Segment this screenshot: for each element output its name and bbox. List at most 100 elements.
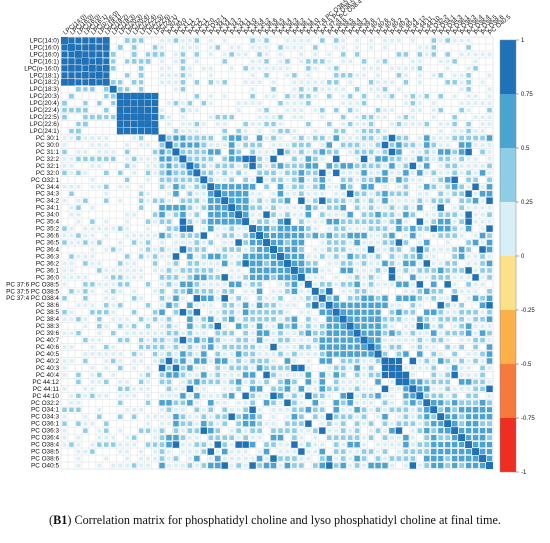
heatmap-cell	[396, 191, 402, 197]
heatmap-cell	[159, 247, 165, 252]
heatmap-cell	[69, 107, 74, 113]
heatmap-cell-bg	[325, 127, 333, 135]
heatmap-cell	[431, 156, 436, 161]
heatmap-cell	[299, 219, 304, 224]
heatmap-cell-bg	[339, 64, 347, 72]
heatmap-cell	[166, 135, 172, 141]
heatmap-cell	[229, 170, 234, 175]
heatmap-cell	[452, 59, 457, 64]
heatmap-cell-bg	[297, 127, 305, 135]
heatmap-cell	[326, 282, 332, 287]
heatmap-cell	[326, 218, 333, 225]
heatmap-cell	[424, 93, 430, 99]
heatmap-cell	[138, 80, 144, 85]
heatmap-cell	[278, 114, 283, 120]
heatmap-cell	[236, 317, 241, 322]
heatmap-cell	[271, 191, 276, 196]
heatmap-cell	[360, 336, 368, 344]
heatmap-cell	[437, 149, 444, 155]
heatmap-cell	[242, 183, 249, 190]
heatmap-cell-bg	[221, 71, 229, 79]
heatmap-cell	[69, 226, 74, 231]
heatmap-cell	[271, 121, 276, 127]
heatmap-cell	[466, 289, 471, 294]
heatmap-cell	[416, 218, 424, 225]
heatmap-cell	[166, 282, 172, 287]
heatmap-cell	[208, 38, 213, 43]
heatmap-cell	[215, 275, 221, 280]
heatmap-cell	[445, 261, 451, 266]
heatmap-cell	[284, 218, 291, 225]
heatmap-cell	[215, 282, 220, 287]
heatmap-cell	[375, 295, 381, 301]
heatmap-cell	[145, 52, 151, 57]
heatmap-cell-bg	[451, 99, 459, 107]
heatmap-cell	[312, 302, 319, 309]
heatmap-cell	[375, 211, 381, 218]
heatmap-cell	[444, 281, 451, 288]
heatmap-cell	[264, 73, 269, 78]
heatmap-cell	[179, 246, 187, 253]
heatmap-cell	[250, 45, 255, 50]
heatmap-cell	[111, 303, 116, 308]
heatmap-cell	[152, 309, 158, 315]
heatmap-cell-bg	[165, 127, 173, 135]
heatmap-cell	[159, 295, 165, 301]
heatmap-cell-bg	[67, 120, 75, 128]
heatmap-cell-bg	[444, 253, 452, 260]
heatmap-cell	[285, 163, 290, 169]
heatmap-cell	[118, 247, 123, 252]
heatmap-cell	[83, 240, 88, 245]
heatmap-cell	[298, 260, 305, 267]
heatmap-cell-bg	[277, 92, 284, 100]
heatmap-cell-bg	[130, 85, 138, 93]
heatmap-cell	[173, 191, 179, 197]
heatmap-cell	[222, 191, 228, 197]
heatmap-cell	[242, 302, 249, 309]
heatmap-cell	[68, 37, 75, 44]
heatmap-cell	[486, 135, 493, 141]
heatmap-cell	[103, 72, 110, 79]
heatmap-cell	[187, 240, 192, 245]
heatmap-cell	[424, 254, 429, 259]
heatmap-cell	[299, 282, 304, 287]
heatmap-cell	[333, 198, 339, 204]
heatmap-cell	[187, 233, 193, 238]
heatmap-cell-bg	[123, 308, 131, 316]
heatmap-cell-bg	[304, 106, 312, 114]
heatmap-cell	[186, 225, 194, 232]
heatmap-cell	[208, 288, 214, 294]
heatmap-cell	[130, 113, 138, 121]
heatmap-cell-bg	[325, 106, 333, 114]
heatmap-cell	[69, 136, 74, 140]
heatmap-cell	[340, 247, 346, 252]
heatmap-cell	[368, 121, 374, 127]
heatmap-cell-bg	[311, 308, 319, 316]
heatmap-cell-bg	[249, 106, 257, 114]
heatmap-cell	[278, 303, 283, 308]
heatmap-cell-bg	[151, 176, 159, 184]
heatmap-cell-bg	[416, 211, 424, 219]
heatmap-cell	[264, 316, 269, 322]
heatmap-cell	[242, 309, 249, 315]
heatmap-cell	[347, 302, 353, 308]
heatmap-cell	[201, 219, 207, 224]
heatmap-cell	[396, 330, 402, 336]
heatmap-cell-bg	[444, 322, 452, 330]
heatmap-cell	[480, 101, 485, 106]
heatmap-cell	[194, 149, 200, 155]
heatmap-cell-bg	[88, 211, 96, 219]
heatmap-cell	[153, 219, 157, 224]
heatmap-cell	[139, 240, 144, 245]
heatmap-cell	[221, 211, 228, 218]
heatmap-cell	[201, 226, 206, 231]
heatmap-cell	[138, 72, 144, 78]
heatmap-cell	[243, 275, 248, 280]
heatmap-cell	[201, 191, 206, 196]
heatmap-cell-bg	[283, 113, 291, 121]
heatmap-cell	[215, 198, 221, 204]
heatmap-cell	[396, 218, 402, 225]
heatmap-cell	[466, 121, 471, 127]
heatmap-cell	[152, 45, 158, 50]
heatmap-cell-bg	[74, 190, 82, 198]
